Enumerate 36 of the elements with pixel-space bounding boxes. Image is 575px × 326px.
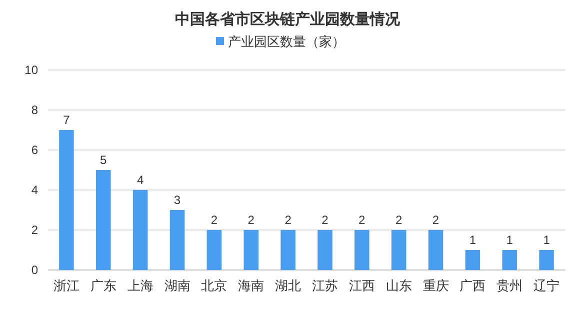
data-label: 2 xyxy=(248,213,254,227)
data-label: 1 xyxy=(506,233,513,247)
ytick: 10 xyxy=(24,63,38,77)
data-label: 7 xyxy=(63,113,70,127)
xtick: 重庆 xyxy=(422,278,449,293)
data-label: 5 xyxy=(100,153,107,167)
ytick: 2 xyxy=(31,223,38,237)
data-label: 3 xyxy=(174,193,181,207)
ytick: 8 xyxy=(31,103,38,117)
data-label: 2 xyxy=(284,213,292,227)
xtick: 山东 xyxy=(386,278,412,293)
data-label: 1 xyxy=(543,233,550,247)
data-label: 1 xyxy=(469,233,476,247)
legend-label: 产业园区数量（家） xyxy=(228,34,345,49)
ytick: 4 xyxy=(31,183,38,197)
ytick: 6 xyxy=(31,143,38,157)
xtick: 浙江 xyxy=(53,278,80,293)
xtick: 贵州 xyxy=(496,278,523,293)
xtick: 海南 xyxy=(238,278,264,293)
xtick: 江西 xyxy=(348,278,375,293)
data-label: 2 xyxy=(322,213,328,227)
data-label: 2 xyxy=(210,213,218,227)
data-label: 2 xyxy=(358,213,366,227)
title: 中国各省市区块链产业园数量情况 xyxy=(175,11,400,28)
xtick: 广东 xyxy=(90,278,116,293)
ytick: 0 xyxy=(31,263,38,277)
xtick: 江苏 xyxy=(312,278,338,293)
xtick: 广西 xyxy=(460,278,486,293)
xtick: 北京 xyxy=(201,278,228,293)
data-label: 2 xyxy=(395,213,402,227)
xtick: 上海 xyxy=(127,278,154,293)
xtick: 湖北 xyxy=(275,278,302,293)
xtick: 湖南 xyxy=(164,278,190,293)
xtick: 辽宁 xyxy=(534,278,560,293)
data-label: 2 xyxy=(432,213,440,227)
data-label: 4 xyxy=(136,173,144,187)
